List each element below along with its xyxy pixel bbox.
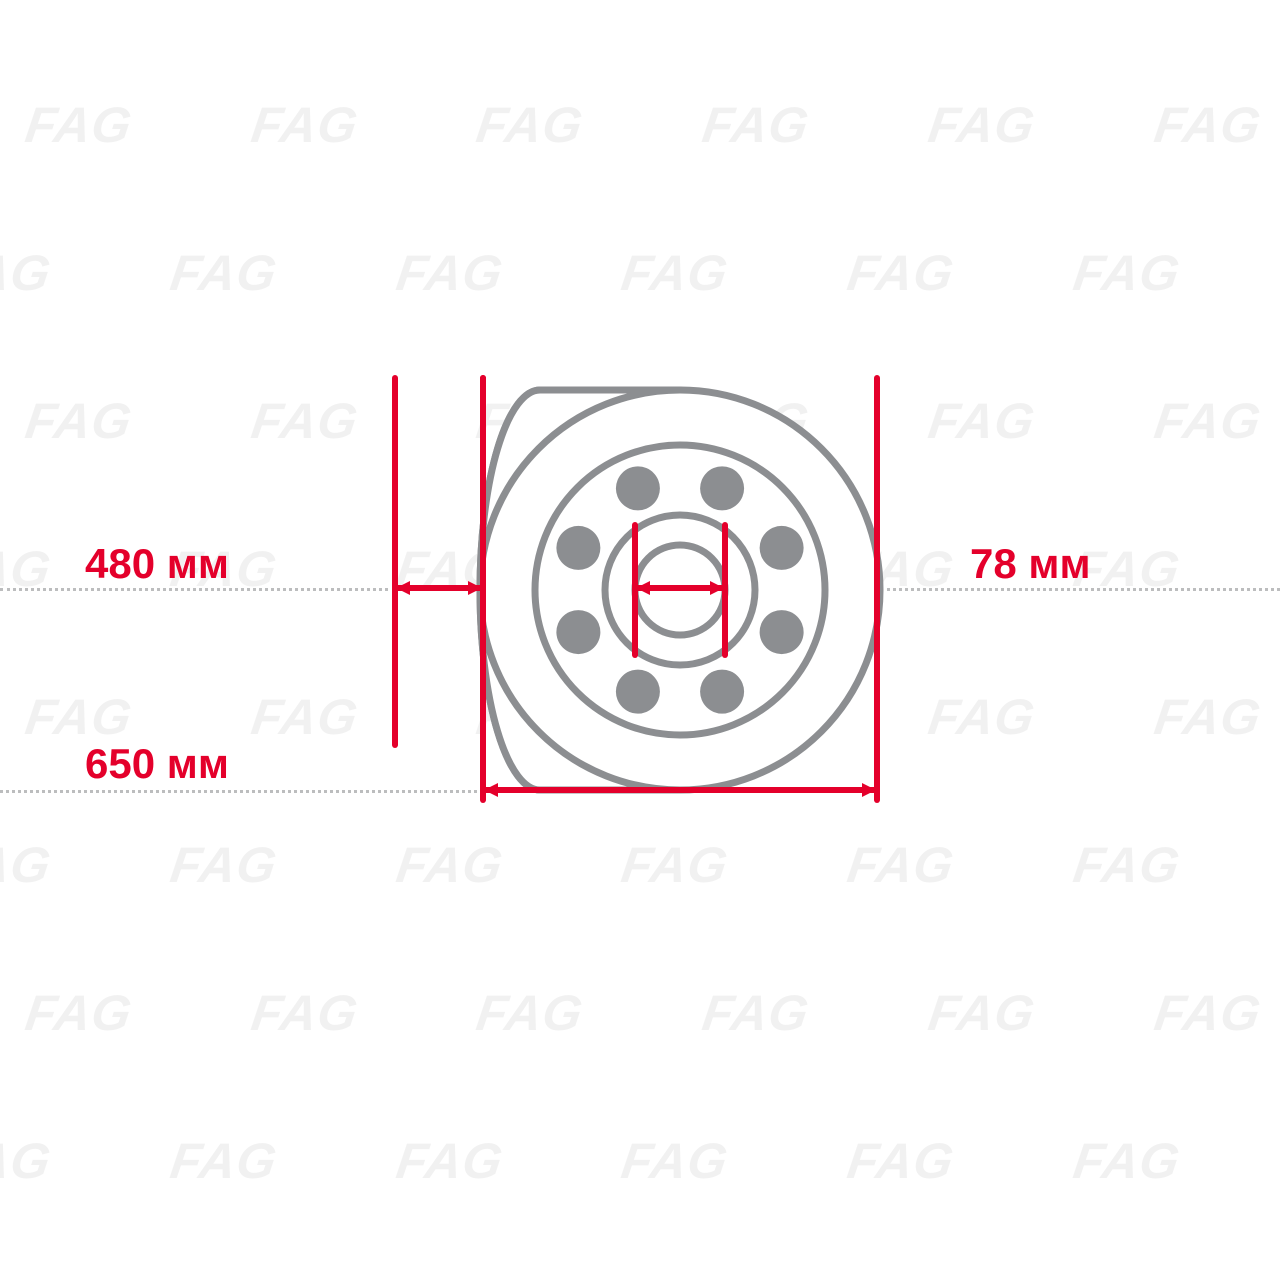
diagram-stage: FAGFAGFAGFAGFAGFAGFAG FAGFAGFAGFAGFAGFAG… (0, 0, 1280, 1280)
dimension-label-480: 480 мм (85, 540, 229, 588)
dimension-label-78: 78 мм (970, 540, 1091, 588)
dimension-label-650: 650 мм (85, 740, 229, 788)
bearing-diagram (0, 0, 1280, 1280)
